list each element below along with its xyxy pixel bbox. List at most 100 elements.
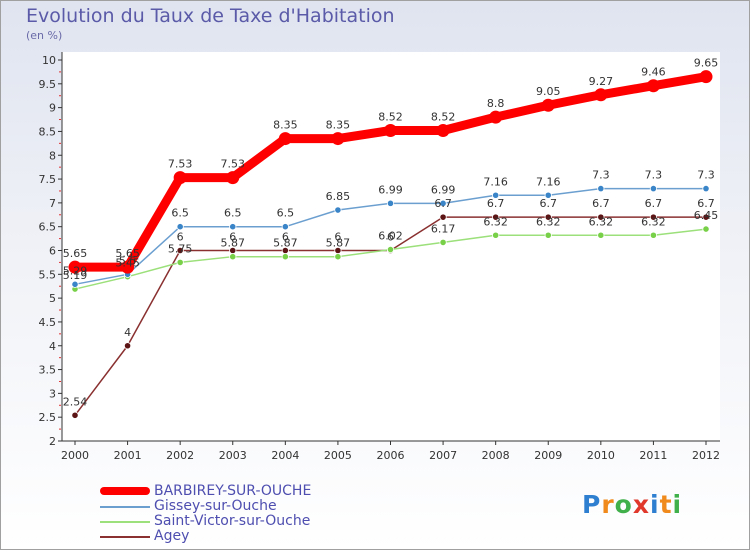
data-point <box>334 206 342 214</box>
legend-label: Agey <box>154 528 190 544</box>
chart-title: Evolution du Taux de Taxe d'Habitation <box>26 5 395 27</box>
x-tick-label: 2001 <box>114 449 142 462</box>
data-label: 6.32 <box>483 215 508 228</box>
data-label: 5.5 <box>119 254 137 267</box>
data-point <box>594 88 608 102</box>
chart-legend: BARBIREY-SUR-OUCHE Gissey-sur-Ouche Sain… <box>100 483 400 544</box>
data-point <box>597 184 605 193</box>
x-tick-label: 2012 <box>692 449 720 462</box>
data-point <box>439 199 447 207</box>
data-point <box>649 184 658 193</box>
data-label: 6.7 <box>697 197 715 210</box>
data-label: 7.53 <box>221 158 246 171</box>
data-point <box>492 231 500 239</box>
data-point <box>121 260 135 274</box>
data-point <box>492 191 500 199</box>
x-tick-label: 2007 <box>429 449 457 462</box>
logo-letter: x <box>632 490 650 519</box>
y-tick-label: 4.5 <box>39 316 57 329</box>
data-point <box>702 184 710 193</box>
data-label: 6.7 <box>592 197 610 210</box>
x-tick-label: 2000 <box>61 449 89 462</box>
y-tick-label: 3 <box>49 387 56 400</box>
data-label: 5.65 <box>115 247 140 260</box>
y-tick-label: 7 <box>49 197 56 210</box>
legend-item-saint-victor[interactable]: Saint-Victor-sur-Ouche <box>100 513 400 529</box>
data-point <box>281 253 289 261</box>
data-point <box>597 213 605 221</box>
data-point <box>173 171 187 185</box>
x-tick-label: 2005 <box>324 449 352 462</box>
legend-swatch <box>100 506 150 508</box>
y-tick-label: 3.5 <box>39 364 57 377</box>
logo-letter: P <box>582 490 602 519</box>
data-label: 8.35 <box>326 119 351 132</box>
data-label: 5.75 <box>168 242 193 255</box>
data-point <box>386 199 395 207</box>
data-label: 8.52 <box>431 110 456 123</box>
data-point <box>278 132 292 146</box>
data-point <box>71 280 79 288</box>
data-point <box>649 231 658 239</box>
y-tick-label: 5 <box>49 292 56 305</box>
data-point <box>649 213 658 221</box>
y-tick-label: 6 <box>49 245 56 258</box>
data-label: 6 <box>387 231 394 244</box>
data-point <box>226 171 240 185</box>
data-label: 6.32 <box>536 215 561 228</box>
data-point <box>646 79 660 93</box>
legend-swatch <box>100 536 150 538</box>
legend-item-gissey[interactable]: Gissey-sur-Ouche <box>100 498 400 514</box>
data-point <box>71 411 79 419</box>
data-label: 6.02 <box>378 230 403 243</box>
data-point <box>541 98 555 112</box>
data-label: 5.45 <box>115 257 140 270</box>
data-label: 6.5 <box>224 207 242 220</box>
x-tick-label: 2010 <box>587 449 615 462</box>
legend-item-barbirey[interactable]: BARBIREY-SUR-OUCHE <box>100 483 400 499</box>
data-point <box>68 260 82 274</box>
data-label: 7.3 <box>645 169 663 182</box>
data-point <box>176 223 184 231</box>
data-point <box>439 238 447 247</box>
data-point <box>597 231 605 239</box>
data-label: 4 <box>124 326 131 339</box>
data-label: 6.7 <box>540 197 558 210</box>
y-tick-label: 5.5 <box>39 268 57 281</box>
data-point <box>702 213 710 221</box>
y-axis-unit: (en %) <box>26 29 63 42</box>
data-point <box>334 253 342 261</box>
legend-label: Saint-Victor-sur-Ouche <box>154 513 311 529</box>
y-tick-label: 2.5 <box>39 411 57 424</box>
data-label: 6.5 <box>171 207 189 220</box>
data-label: 6.7 <box>434 197 452 210</box>
data-label: 9.27 <box>589 75 614 88</box>
x-tick-label: 2011 <box>639 449 667 462</box>
data-label: 6.17 <box>431 222 456 235</box>
data-label: 6.5 <box>277 207 295 220</box>
y-tick-label: 9.5 <box>39 78 57 91</box>
data-label: 5.87 <box>273 237 298 250</box>
data-label: 6 <box>282 231 289 244</box>
data-label: 5.29 <box>63 264 88 277</box>
legend-swatch <box>100 487 150 495</box>
data-label: 5.19 <box>63 269 88 282</box>
x-tick-label: 2003 <box>219 449 247 462</box>
data-label: 9.05 <box>536 85 561 98</box>
y-tick-label: 8.5 <box>39 125 57 138</box>
logo-letter: i <box>650 490 660 519</box>
data-label: 6 <box>229 231 236 244</box>
legend-item-agey[interactable]: Agey <box>100 528 400 544</box>
x-tick-label: 2009 <box>534 449 562 462</box>
data-point <box>123 342 132 350</box>
data-label: 6.32 <box>589 215 614 228</box>
logo-letter: i <box>672 490 683 519</box>
data-label: 6.85 <box>326 190 351 203</box>
data-label: 6.7 <box>487 197 505 210</box>
x-tick-label: 2002 <box>166 449 194 462</box>
data-point <box>699 70 713 84</box>
logo-letter: r <box>601 490 615 519</box>
y-tick-label: 2 <box>49 435 56 448</box>
data-label: 6.7 <box>645 197 663 210</box>
